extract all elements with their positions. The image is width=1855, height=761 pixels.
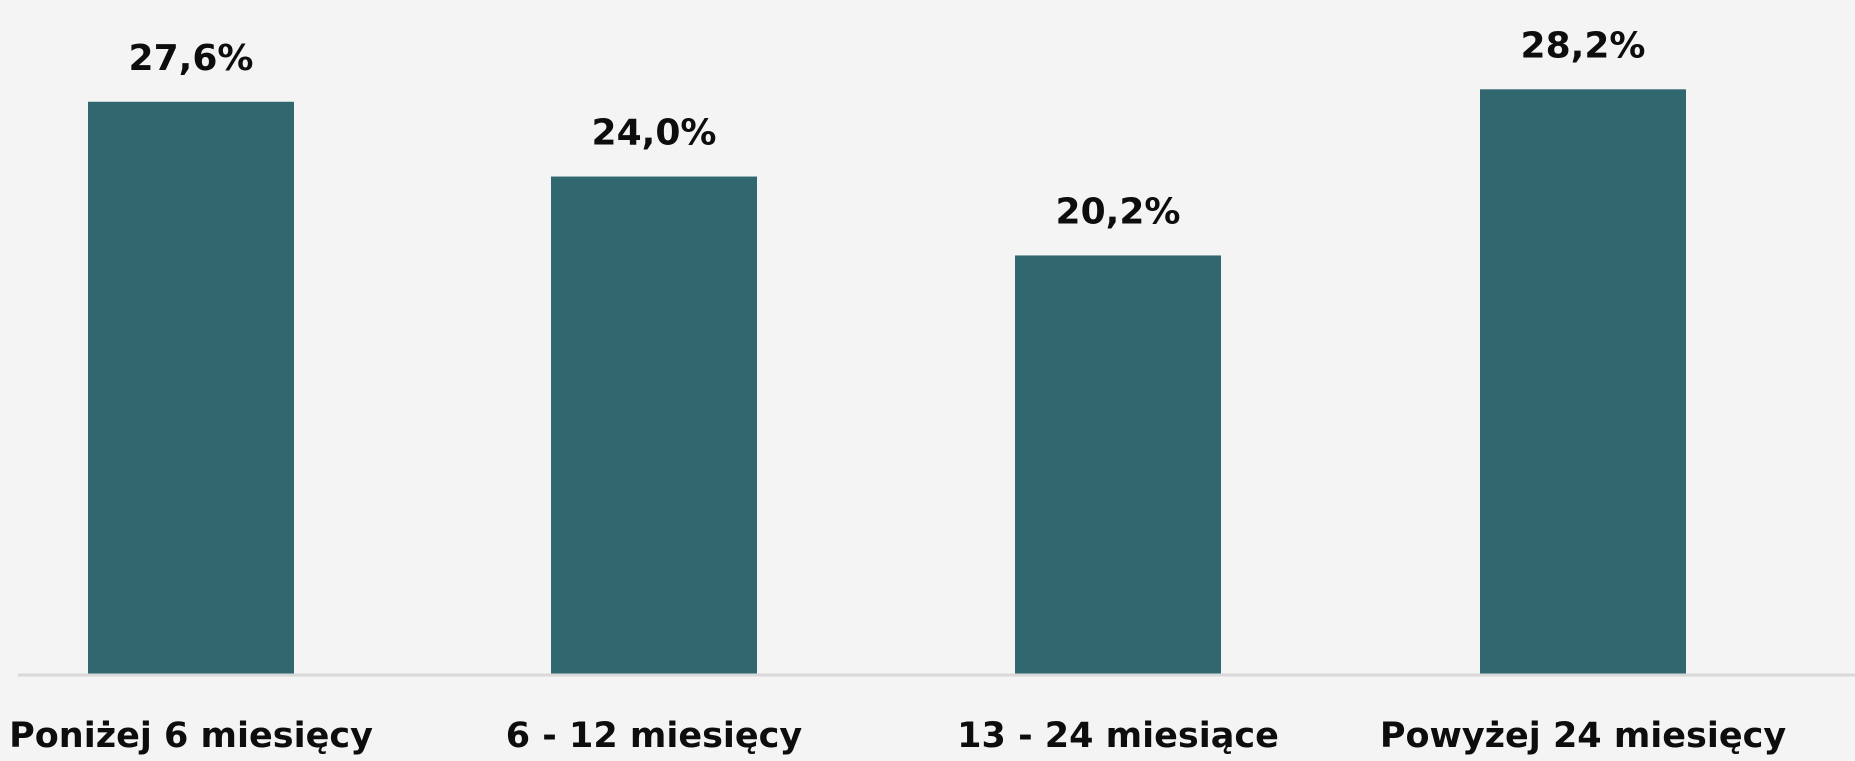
value-label-1: 27,6% — [129, 38, 254, 79]
bar-4 — [1480, 89, 1686, 676]
bar-2 — [551, 176, 757, 676]
value-label-4: 28,2% — [1521, 25, 1646, 66]
value-labels-layer: 27,6% 24,0% 20,2% 28,2% — [129, 25, 1646, 232]
category-labels-layer: Poniżej 6 miesięcy 6 - 12 miesięcy 13 - 24… — [9, 716, 1786, 756]
bar-1 — [88, 101, 294, 676]
category-label-1: Poniżej 6 miesięcy — [9, 716, 373, 756]
bar-3 — [1015, 255, 1221, 675]
category-label-2: 6 - 12 miesięcy — [506, 716, 803, 756]
category-label-3: 13 - 24 miesiące — [957, 716, 1279, 756]
bars-layer — [88, 89, 1686, 676]
category-label-4: Powyżej 24 miesięcy — [1380, 716, 1787, 756]
value-label-2: 24,0% — [592, 113, 717, 154]
value-label-3: 20,2% — [1056, 191, 1181, 232]
